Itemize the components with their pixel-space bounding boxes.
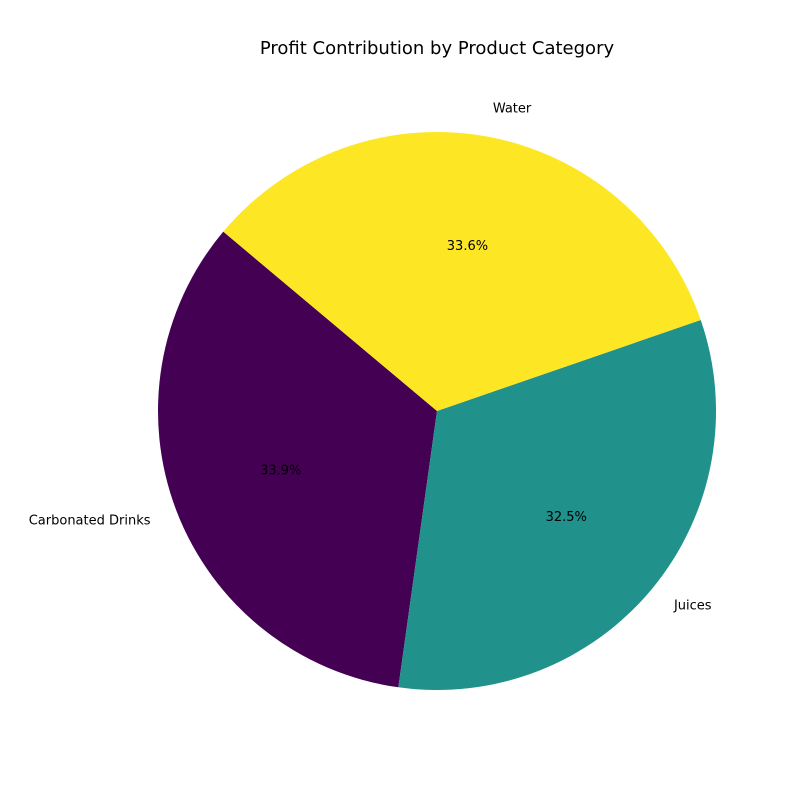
pie-slices bbox=[157, 131, 717, 690]
pie-slice-carbonated-drinks bbox=[157, 231, 437, 688]
slice-label-water: Water bbox=[493, 102, 532, 117]
pie-labels: Carbonated Drinks 33.9% Juices 32.5% Water 33… bbox=[29, 102, 712, 614]
percent-label-juices: 32.5% bbox=[546, 510, 587, 525]
percent-label-water: 33.6% bbox=[447, 239, 488, 254]
slice-label-juices: Juices bbox=[673, 599, 712, 614]
slice-label-carbonated-drinks: Carbonated Drinks bbox=[29, 514, 151, 529]
percent-label-carbonated-drinks: 33.9% bbox=[260, 464, 301, 479]
chart-title: Profit Contribution by Product Category bbox=[260, 38, 615, 59]
pie-slice-water bbox=[223, 131, 701, 411]
pie-slice-juices bbox=[398, 319, 717, 690]
